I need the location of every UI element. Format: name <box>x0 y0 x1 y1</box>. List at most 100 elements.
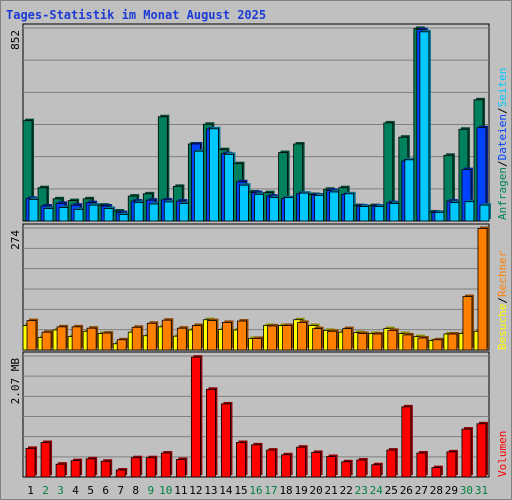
bar-seiten-day-10 <box>163 201 174 222</box>
bar-seiten-day-13 <box>209 128 219 222</box>
bar-rechner-day-16 <box>252 338 262 351</box>
bar-rechner-day-19 <box>297 321 307 351</box>
bar-volumen-day-10 <box>160 452 171 478</box>
x-tick-label-day-26: 26 <box>400 484 413 497</box>
bar-volumen-day-22 <box>341 461 352 478</box>
bar-seiten-day-21 <box>329 191 340 222</box>
bar-seiten-day-9 <box>148 203 159 222</box>
x-tick-label-day-21: 21 <box>325 484 338 497</box>
bar-volumen-day-16 <box>251 444 261 478</box>
x-tick-label-day-9: 9 <box>147 484 154 497</box>
bar-seiten-day-30 <box>464 201 475 222</box>
x-tick-label-day-23: 23 <box>355 484 368 497</box>
x-tick-label-day-19: 19 <box>294 484 307 497</box>
bar-seiten-day-18 <box>284 197 294 222</box>
bar-rechner-day-11 <box>176 327 187 351</box>
x-tick-label-day-11: 11 <box>174 484 187 497</box>
bar-seiten-day-11 <box>178 203 189 222</box>
legend-separator: / <box>496 107 509 114</box>
bar-volumen-day-24 <box>371 464 382 478</box>
panel-volume: 2.07 MB <box>9 351 490 478</box>
bar-seiten-day-5 <box>88 204 99 222</box>
x-tick-label-day-7: 7 <box>117 484 124 497</box>
x-tick-label-day-10: 10 <box>159 484 172 497</box>
x-tick-label-day-13: 13 <box>204 484 217 497</box>
bar-rechner-day-26 <box>402 334 413 351</box>
bar-rechner-day-7 <box>116 339 127 351</box>
x-tick-label-day-2: 2 <box>42 484 49 497</box>
x-tick-label-day-22: 22 <box>340 484 353 497</box>
bar-rechner-day-1 <box>26 320 37 351</box>
x-tick-label-day-16: 16 <box>249 484 262 497</box>
bar-rechner-day-3 <box>56 326 67 351</box>
x-tick-label-day-25: 25 <box>385 484 398 497</box>
legend-group-0: Anfragen/Dateien/Seiten <box>496 68 509 220</box>
bar-seiten-day-7 <box>118 214 129 222</box>
bar-volumen-day-2 <box>40 442 51 478</box>
x-tick-label-day-8: 8 <box>132 484 139 497</box>
x-tick-label-day-20: 20 <box>310 484 323 497</box>
bar-seiten-day-17 <box>269 197 279 222</box>
x-tick-label-day-3: 3 <box>57 484 64 497</box>
bar-seiten-day-2 <box>43 208 54 222</box>
bar-volumen-day-7 <box>115 469 126 478</box>
bar-rechner-day-5 <box>86 327 97 351</box>
x-tick-label-day-28: 28 <box>430 484 443 497</box>
x-tick-label-day-30: 30 <box>460 484 473 497</box>
bar-rechner-day-6 <box>101 332 112 351</box>
bar-volumen-day-14 <box>221 403 231 478</box>
legend-separator: / <box>496 297 509 304</box>
bar-rechner-day-9 <box>146 322 157 351</box>
chart-panels: 852 274 2.07 MB <box>9 23 491 478</box>
x-tick-label-day-5: 5 <box>87 484 94 497</box>
bar-rechner-day-4 <box>71 326 82 351</box>
bar-volumen-day-3 <box>55 463 66 478</box>
bar-seiten-day-23 <box>359 206 370 222</box>
x-tick-label-day-12: 12 <box>189 484 202 497</box>
bar-seiten-day-29 <box>449 202 460 222</box>
bar-volumen-day-15 <box>236 442 246 478</box>
bar-volumen-day-19 <box>296 446 306 478</box>
bar-seiten-day-1 <box>28 199 39 222</box>
bar-volumen-day-26 <box>401 406 412 478</box>
bar-seiten-day-16 <box>254 194 264 222</box>
bar-volumen-day-6 <box>100 460 111 478</box>
bar-rechner-day-27 <box>417 337 428 351</box>
bar-rechner-day-20 <box>312 328 323 351</box>
bar-seiten-day-6 <box>103 208 114 222</box>
bar-volumen-day-17 <box>266 449 276 478</box>
bar-volumen-day-28 <box>431 467 442 478</box>
x-tick-label-day-31: 31 <box>475 484 488 497</box>
bar-volumen-day-13 <box>206 388 216 478</box>
bar-volumen-day-8 <box>130 457 141 478</box>
legend-group-1: Besuche/Rechner <box>496 250 509 350</box>
bar-volumen-day-29 <box>446 451 457 478</box>
panel-hits: 852 <box>9 23 491 222</box>
bar-volumen-day-20 <box>311 452 322 478</box>
x-tick-label-day-29: 29 <box>445 484 458 497</box>
bar-seiten-day-15 <box>239 184 249 222</box>
bar-rechner-day-13 <box>207 320 217 351</box>
legend-item-rechner: Rechner <box>496 250 509 297</box>
bar-volumen-day-12 <box>190 356 201 478</box>
x-tick-label-day-27: 27 <box>415 484 428 497</box>
legend-group-2: Volumen <box>496 431 509 477</box>
x-tick-label-day-14: 14 <box>219 484 233 497</box>
bar-rechner-day-22 <box>342 328 353 351</box>
bar-volumen-day-30 <box>461 428 472 478</box>
bar-seiten-day-14 <box>224 154 234 222</box>
x-tick-label-day-15: 15 <box>234 484 247 497</box>
bar-seiten-day-25 <box>389 203 400 222</box>
x-tick-label-day-24: 24 <box>370 484 384 497</box>
bar-volumen-day-31 <box>476 423 487 478</box>
bar-volumen-day-4 <box>70 460 81 478</box>
y-max-label-volume: 2.07 MB <box>9 358 22 405</box>
bar-volumen-day-18 <box>281 454 291 478</box>
x-tick-label-day-1: 1 <box>27 484 34 497</box>
bar-seiten-day-19 <box>299 192 309 222</box>
x-tick-label-day-6: 6 <box>102 484 109 497</box>
bar-volumen-day-21 <box>326 456 337 478</box>
bar-volumen-day-11 <box>175 459 186 478</box>
